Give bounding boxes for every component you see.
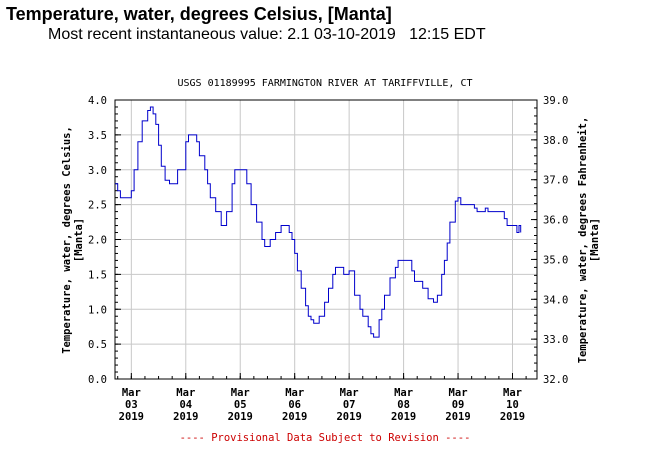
x-tick-label: Mar bbox=[340, 387, 359, 399]
x-tick-label: 2019 bbox=[391, 411, 416, 423]
axis-label-line: Temperature, water, degrees Fahrenheit, bbox=[577, 117, 589, 364]
x-axis-ticks: Mar032019Mar042019Mar052019Mar062019Mar0… bbox=[117, 373, 527, 423]
x-tick-label: 08 bbox=[397, 399, 410, 411]
left-tick-label: 0.0 bbox=[88, 374, 107, 386]
axis-label-line: Temperature, water, degrees Celsius, bbox=[61, 126, 73, 354]
chart-title: USGS 01189995 FARMINGTON RIVER AT TARIFF… bbox=[177, 78, 472, 89]
left-tick-label: 2.0 bbox=[88, 235, 107, 247]
right-tick-label: 33.0 bbox=[543, 334, 568, 346]
left-tick-label: 2.5 bbox=[88, 200, 107, 212]
left-tick-label: 3.5 bbox=[88, 130, 107, 142]
x-tick-label: 05 bbox=[234, 399, 247, 411]
x-tick-label: Mar bbox=[122, 387, 141, 399]
most-recent-value: Most recent instantaneous value: 2.1 03-… bbox=[48, 26, 486, 43]
x-tick-label: Mar bbox=[449, 387, 468, 399]
left-tick-label: 4.0 bbox=[88, 95, 107, 107]
right-axis-ticks: 32.0 33.0 34.0 35.0 36.0 37.0 38.0 39.0 bbox=[531, 95, 568, 386]
left-tick-label: 1.0 bbox=[88, 304, 107, 316]
x-tick-label: Mar bbox=[394, 387, 413, 399]
x-tick-label: 09 bbox=[452, 399, 465, 411]
x-tick-label: 2019 bbox=[445, 411, 470, 423]
left-tick-label: 3.0 bbox=[88, 165, 107, 177]
x-tick-label: 2019 bbox=[336, 411, 361, 423]
right-tick-label: 38.0 bbox=[543, 135, 568, 147]
x-tick-label: 2019 bbox=[282, 411, 307, 423]
x-tick-label: Mar bbox=[285, 387, 304, 399]
x-tick-label: Mar bbox=[503, 387, 522, 399]
axis-label-line: [Manta] bbox=[589, 218, 601, 262]
provisional-data-note: ---- Provisional Data Subject to Revisio… bbox=[180, 432, 471, 444]
temperature-series-line bbox=[115, 106, 522, 338]
left-tick-label: 0.5 bbox=[88, 339, 107, 351]
x-tick-label: 03 bbox=[125, 399, 138, 411]
right-tick-label: 37.0 bbox=[543, 175, 568, 187]
left-axis-label: Temperature, water, degrees Celsius, [Man… bbox=[61, 126, 85, 354]
right-tick-label: 32.0 bbox=[543, 374, 568, 386]
right-tick-label: 36.0 bbox=[543, 215, 568, 227]
x-tick-label: 2019 bbox=[500, 411, 525, 423]
x-tick-label: 07 bbox=[343, 399, 356, 411]
x-tick-label: 06 bbox=[288, 399, 301, 411]
x-tick-label: 2019 bbox=[119, 411, 144, 423]
x-tick-label: 10 bbox=[506, 399, 519, 411]
right-tick-label: 39.0 bbox=[543, 95, 568, 107]
right-tick-label: 35.0 bbox=[543, 254, 568, 266]
x-tick-label: 2019 bbox=[228, 411, 253, 423]
right-tick-label: 34.0 bbox=[543, 294, 568, 306]
axis-label-line: [Manta] bbox=[73, 218, 85, 262]
x-tick-label: Mar bbox=[231, 387, 250, 399]
x-tick-label: 04 bbox=[179, 399, 192, 411]
x-tick-label: Mar bbox=[176, 387, 195, 399]
x-tick-label: 2019 bbox=[173, 411, 198, 423]
horizontal-gridlines bbox=[115, 99, 537, 380]
left-axis-ticks: 0.0 0.5 1.0 1.5 2.0 2.5 3.0 3.5 4.0 bbox=[88, 95, 121, 386]
right-axis-label: Temperature, water, degrees Fahrenheit,[… bbox=[577, 117, 601, 364]
left-tick-label: 1.5 bbox=[88, 269, 107, 281]
page-title: Temperature, water, degrees Celsius, [Ma… bbox=[6, 4, 392, 24]
